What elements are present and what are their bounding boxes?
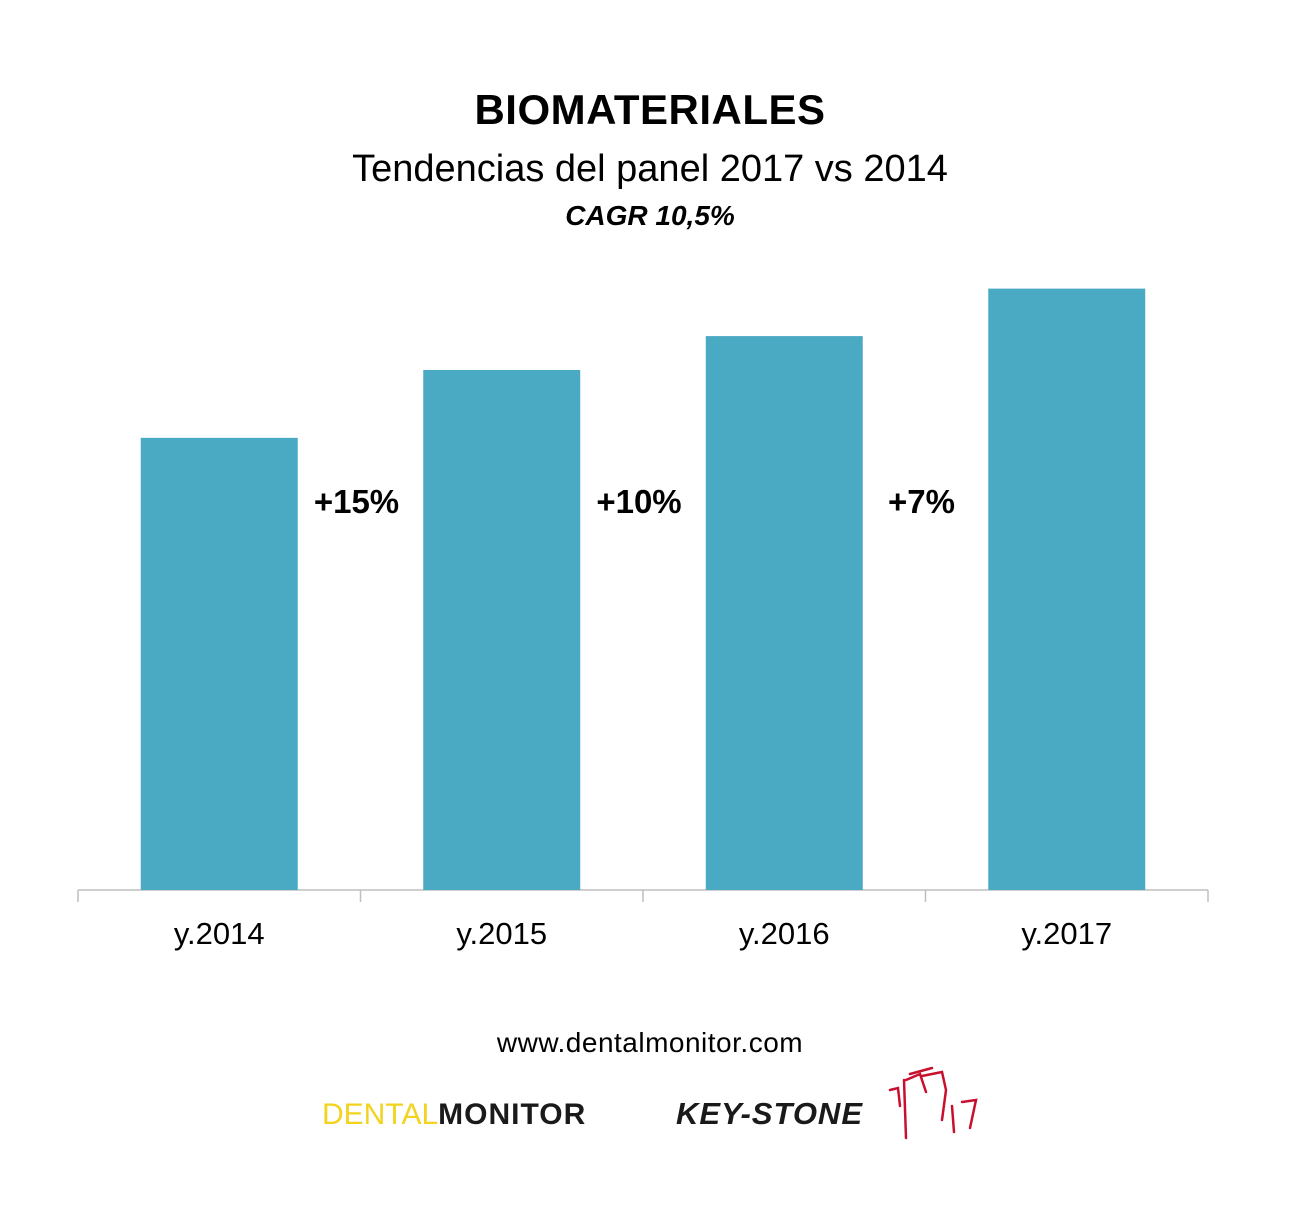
bar-y.2015 bbox=[423, 370, 581, 890]
bar-chart: y.2014 y.2015 y.2016 y.2017 +15% +10% +7% bbox=[77, 288, 1209, 951]
bar-y.2017 bbox=[988, 288, 1146, 890]
keystone-logo: KEY-STONE bbox=[676, 1096, 863, 1131]
bar-y.2014 bbox=[140, 437, 298, 890]
chart-subtitle: Tendencias del panel 2017 vs 2014 bbox=[352, 148, 948, 190]
growth-label: +7% bbox=[888, 483, 955, 520]
growth-label: +15% bbox=[314, 483, 399, 520]
dental-monitor-logo-bold: MONITOR bbox=[438, 1098, 587, 1131]
keystone-arches-icon bbox=[888, 1066, 978, 1140]
dental-monitor-logo-light: DENTAL bbox=[322, 1098, 439, 1131]
growth-label: +10% bbox=[596, 483, 681, 520]
x-tick-label: y.2014 bbox=[174, 916, 265, 951]
cagr-annotation: CAGR 10,5% bbox=[565, 200, 735, 231]
source-url: www.dentalmonitor.com bbox=[496, 1027, 804, 1058]
chart-title: BIOMATERIALES bbox=[474, 86, 826, 133]
dental-monitor-logo: DENTALMONITOR bbox=[322, 1098, 586, 1132]
bar-y.2016 bbox=[705, 336, 863, 891]
x-tick-label: y.2016 bbox=[739, 916, 830, 951]
x-tick-label: y.2015 bbox=[456, 916, 547, 951]
x-tick-label: y.2017 bbox=[1021, 916, 1112, 951]
